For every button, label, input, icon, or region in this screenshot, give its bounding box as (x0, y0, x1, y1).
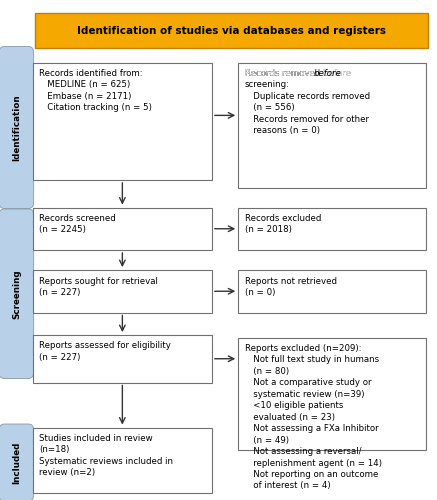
Text: Reports assessed for eligibility
(n = 227): Reports assessed for eligibility (n = 22… (39, 342, 171, 362)
FancyBboxPatch shape (0, 46, 34, 208)
FancyBboxPatch shape (33, 335, 212, 382)
Text: Identification of studies via databases and registers: Identification of studies via databases … (77, 26, 386, 36)
Text: Screening: Screening (12, 269, 21, 318)
Text: before: before (314, 69, 342, 78)
FancyBboxPatch shape (33, 428, 212, 492)
FancyBboxPatch shape (0, 424, 34, 500)
FancyBboxPatch shape (238, 62, 426, 188)
Text: Reports excluded (n=209):
   Not full text study in humans
   (n = 80)
   Not a : Reports excluded (n=209): Not full text … (245, 344, 382, 490)
Text: Records identified from:
   MEDLINE (n = 625)
   Embase (n = 2171)
   Citation t: Records identified from: MEDLINE (n = 62… (39, 69, 152, 112)
Text: Reports sought for retrieval
(n = 227): Reports sought for retrieval (n = 227) (39, 276, 158, 297)
Text: Identification: Identification (12, 94, 21, 161)
Text: Records removed ​before: Records removed ​before (245, 69, 351, 78)
FancyBboxPatch shape (33, 208, 212, 250)
FancyBboxPatch shape (238, 270, 426, 312)
Text: Included: Included (12, 442, 21, 484)
Text: Records screened
(n = 2245): Records screened (n = 2245) (39, 214, 116, 234)
Text: Records removed before
screening:
   Duplicate records removed
   (n = 556)
   R: Records removed before screening: Duplic… (245, 69, 370, 135)
FancyBboxPatch shape (238, 338, 426, 450)
Text: Records excluded
(n = 2018): Records excluded (n = 2018) (245, 214, 321, 234)
Text: Reports not retrieved
(n = 0): Reports not retrieved (n = 0) (245, 276, 337, 297)
FancyBboxPatch shape (0, 209, 34, 378)
FancyBboxPatch shape (33, 270, 212, 312)
Text: Studies included in review
(n=18)
Systematic reviews included in
review (n=2): Studies included in review (n=18) System… (39, 434, 173, 478)
FancyBboxPatch shape (35, 14, 428, 48)
FancyBboxPatch shape (33, 62, 212, 180)
Text: Records removed: Records removed (245, 69, 323, 78)
FancyBboxPatch shape (238, 208, 426, 250)
